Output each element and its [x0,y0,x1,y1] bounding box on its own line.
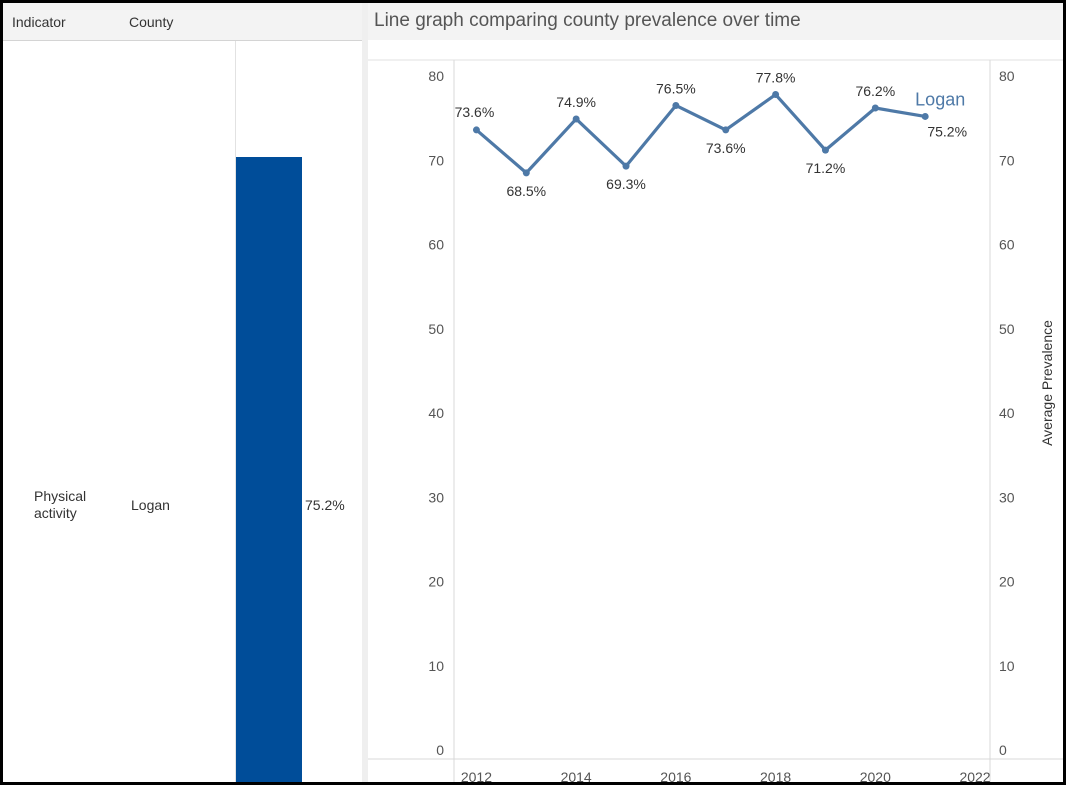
indicator-column-header: Indicator [12,14,66,30]
county-column-header: County [129,14,174,30]
y-tick-label-left: 50 [428,321,444,337]
data-point[interactable] [772,91,780,99]
y-tick-label-right: 20 [999,574,1015,590]
data-point[interactable] [722,126,730,134]
data-point[interactable] [522,169,530,177]
x-tick-label: 2020 [860,769,891,785]
prevalence-bar[interactable] [236,157,302,782]
data-label: 69.3% [606,176,646,192]
y-tick-label-right: 30 [999,489,1015,505]
data-label: 75.2% [927,123,967,139]
chart-title-bar: Line graph comparing county prevalence o… [368,3,1063,40]
y-tick-label-right: 10 [999,658,1015,674]
data-label: 76.2% [855,83,895,99]
data-point[interactable] [672,101,680,109]
y-tick-label-right: 80 [999,68,1015,84]
y-tick-label-left: 0 [436,742,444,758]
data-label: 71.2% [806,160,846,176]
y-tick-label-right: 50 [999,321,1015,337]
chart-title: Line graph comparing county prevalence o… [374,10,801,31]
data-point[interactable] [821,146,829,154]
y-tick-label-left: 40 [428,405,444,421]
x-tick-label: 2012 [461,769,492,785]
table-header: Indicator County [3,3,362,41]
y-tick-label-left: 30 [428,489,444,505]
data-point[interactable] [572,115,580,123]
y-tick-label-left: 70 [428,152,444,168]
x-tick-label: 2014 [561,769,592,785]
county-cell: Logan [131,497,170,513]
y-tick-label-right: 40 [999,405,1015,421]
data-point[interactable] [472,126,480,134]
data-point[interactable] [921,112,929,120]
data-point[interactable] [622,162,630,170]
data-label: 68.5% [506,183,546,199]
y-tick-label-right: 0 [999,742,1007,758]
y-tick-label-right: 60 [999,237,1015,253]
y-tick-label-right: 70 [999,152,1015,168]
data-label: 76.5% [656,80,696,96]
indicator-cell: Physical activity [34,488,87,521]
data-label: 73.6% [455,104,495,120]
bar-value-label: 75.2% [305,497,345,513]
data-label: 74.9% [556,94,596,110]
x-tick-label: 2016 [660,769,691,785]
panel-divider [362,3,368,782]
y-axis-title: Average Prevalence [1039,320,1055,446]
data-label: 77.8% [756,70,796,86]
series-label-logan: Logan [915,89,965,109]
y-tick-label-left: 20 [428,574,444,590]
x-tick-label: 2018 [760,769,791,785]
x-tick-label: 2022 [959,769,990,785]
bar-column-divider [235,41,236,782]
y-tick-label-left: 60 [428,237,444,253]
series-line-logan [474,92,927,175]
data-point[interactable] [871,104,879,112]
y-tick-label-left: 10 [428,658,444,674]
y-tick-label-left: 80 [428,68,444,84]
data-label: 73.6% [706,140,746,156]
